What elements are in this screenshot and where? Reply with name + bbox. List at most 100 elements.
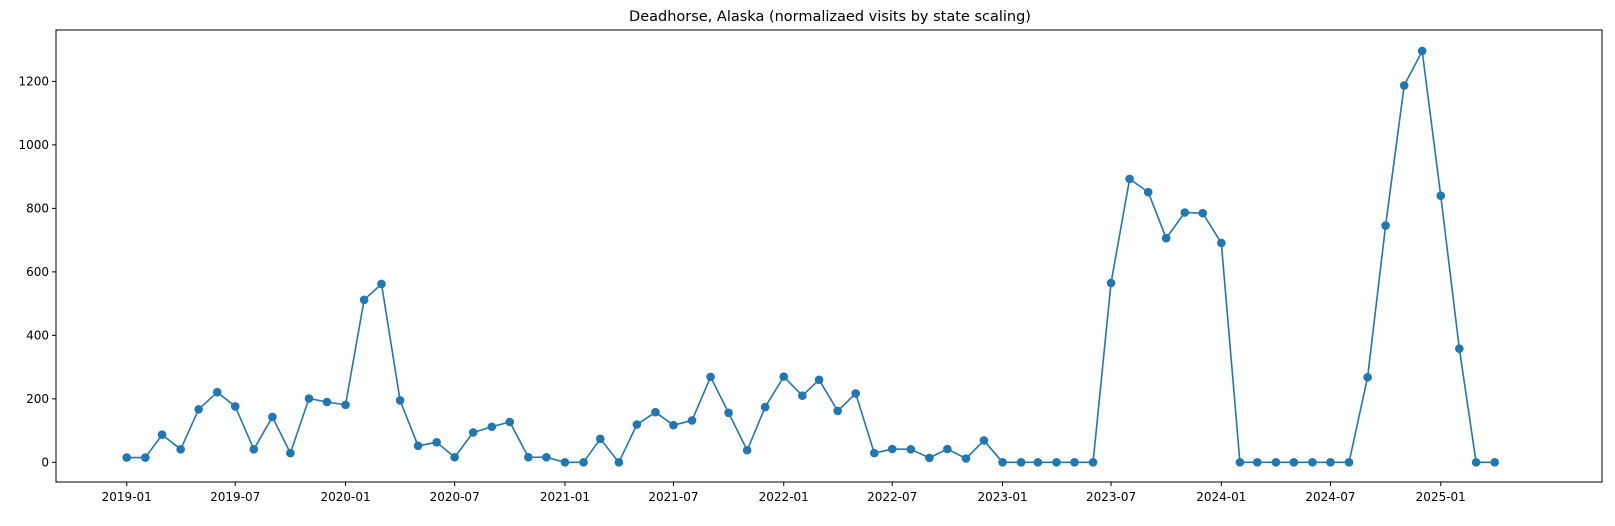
data-point bbox=[249, 445, 259, 454]
data-point bbox=[1253, 458, 1262, 467]
x-tick-label: 2019-01 bbox=[102, 490, 152, 504]
x-tick-label: 2025-01 bbox=[1416, 490, 1466, 504]
data-point bbox=[1381, 221, 1390, 230]
data-point bbox=[341, 400, 350, 410]
data-point bbox=[432, 438, 441, 447]
data-point bbox=[760, 402, 770, 412]
x-tick-label: 2023-07 bbox=[1086, 490, 1136, 504]
x-tick-label: 2024-07 bbox=[1305, 490, 1355, 504]
data-point bbox=[851, 389, 860, 398]
data-point bbox=[742, 445, 752, 455]
data-point bbox=[579, 458, 588, 467]
x-tick-label: 2022-07 bbox=[867, 490, 917, 504]
data-point bbox=[1217, 238, 1226, 248]
data-point bbox=[542, 452, 551, 462]
data-point bbox=[157, 430, 167, 440]
y-tick-label: 1200 bbox=[18, 74, 49, 88]
series-visits bbox=[122, 46, 1499, 467]
data-point bbox=[706, 372, 715, 382]
data-point bbox=[1308, 458, 1317, 467]
data-point bbox=[1471, 458, 1481, 467]
data-point bbox=[1052, 458, 1061, 467]
data-point bbox=[998, 458, 1007, 467]
data-point bbox=[377, 279, 386, 289]
x-axis-ticks: 2019-01 2019-07 2020-01 2020-07 2021-01 2021-… bbox=[102, 482, 1466, 504]
data-point bbox=[943, 444, 952, 454]
data-point bbox=[925, 453, 934, 463]
data-point bbox=[395, 396, 405, 405]
y-tick-label: 0 bbox=[41, 455, 49, 469]
data-point bbox=[468, 428, 478, 437]
data-point bbox=[651, 407, 660, 417]
data-point bbox=[194, 405, 203, 414]
x-tick-label: 2021-01 bbox=[540, 490, 590, 504]
data-point bbox=[359, 295, 369, 305]
x-tick-label: 2023-01 bbox=[977, 490, 1027, 504]
data-point bbox=[1436, 191, 1446, 200]
x-tick-label: 2019-07 bbox=[210, 490, 260, 504]
data-point bbox=[1016, 458, 1026, 467]
data-point bbox=[487, 422, 497, 432]
data-point bbox=[505, 417, 515, 427]
data-point bbox=[413, 441, 423, 451]
data-point bbox=[979, 436, 989, 445]
y-tick-label: 200 bbox=[26, 392, 49, 406]
data-point bbox=[1417, 46, 1427, 56]
data-point bbox=[1198, 208, 1208, 218]
data-point bbox=[833, 406, 842, 416]
y-tick-label: 1000 bbox=[18, 138, 49, 152]
data-point bbox=[122, 453, 132, 462]
x-tick-label: 2021-07 bbox=[648, 490, 698, 504]
data-point bbox=[596, 434, 605, 444]
data-point bbox=[304, 394, 314, 403]
series-line bbox=[126, 50, 1495, 464]
data-point bbox=[724, 408, 733, 418]
data-point bbox=[212, 387, 222, 397]
data-point bbox=[1125, 174, 1134, 184]
data-point bbox=[524, 452, 533, 462]
data-point bbox=[1088, 458, 1098, 467]
x-tick-label: 2020-01 bbox=[320, 490, 370, 504]
data-point bbox=[669, 420, 678, 430]
data-point bbox=[906, 445, 916, 454]
y-axis-ticks: 0 200 400 600 800 1000 1200 bbox=[18, 74, 56, 469]
data-point bbox=[1106, 278, 1116, 288]
x-tick-label: 2022-01 bbox=[759, 490, 809, 504]
data-point bbox=[1399, 81, 1409, 90]
y-tick-label: 600 bbox=[26, 265, 49, 279]
data-point bbox=[1033, 458, 1043, 467]
data-point bbox=[450, 452, 459, 462]
data-point bbox=[322, 397, 332, 407]
data-point bbox=[1161, 233, 1171, 243]
y-tick-label: 800 bbox=[26, 201, 49, 215]
data-point bbox=[1344, 458, 1354, 467]
data-point bbox=[869, 448, 879, 458]
data-point bbox=[1289, 458, 1299, 467]
data-point bbox=[887, 444, 897, 454]
data-point bbox=[632, 420, 642, 429]
data-point bbox=[1363, 372, 1372, 382]
data-point bbox=[268, 412, 277, 422]
data-point bbox=[961, 454, 971, 463]
data-point bbox=[798, 391, 807, 400]
plot-frame bbox=[55, 29, 1603, 483]
data-point bbox=[687, 416, 697, 425]
data-point bbox=[1235, 458, 1245, 467]
data-point bbox=[614, 458, 624, 467]
data-point bbox=[1180, 208, 1190, 217]
data-point bbox=[176, 445, 185, 454]
data-point bbox=[1326, 458, 1335, 467]
data-point bbox=[560, 458, 570, 467]
data-point bbox=[1271, 458, 1281, 467]
data-point bbox=[814, 375, 824, 385]
data-point bbox=[230, 402, 240, 411]
data-point bbox=[1143, 187, 1153, 197]
x-tick-label: 2020-07 bbox=[430, 490, 480, 504]
data-point bbox=[1455, 344, 1464, 353]
data-point bbox=[286, 448, 295, 458]
x-tick-label: 2024-01 bbox=[1196, 490, 1246, 504]
y-tick-label: 400 bbox=[26, 328, 49, 342]
data-point bbox=[141, 453, 150, 462]
data-point bbox=[779, 372, 789, 381]
